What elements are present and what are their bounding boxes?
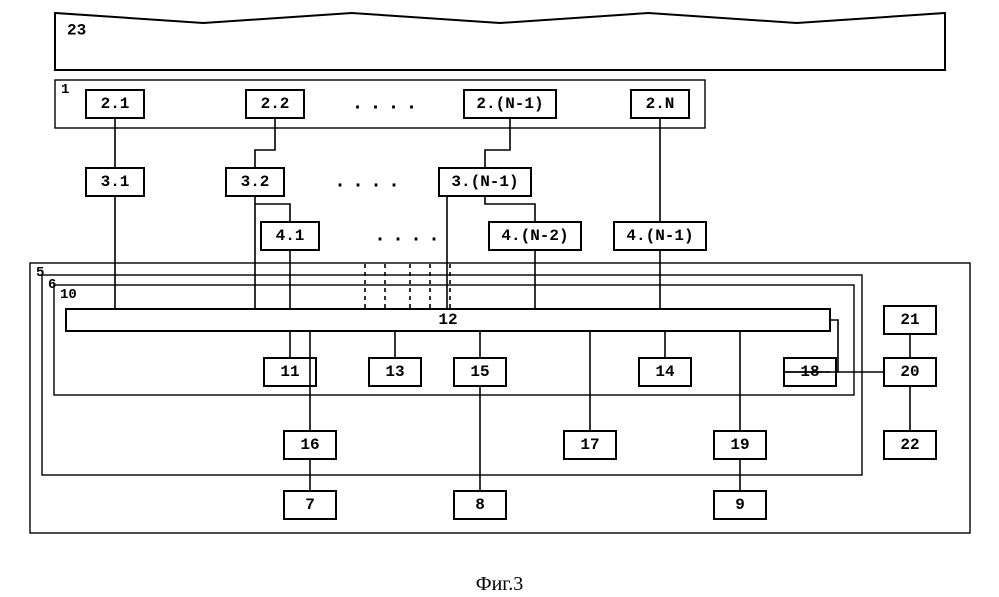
figure-caption: Фиг.3 <box>0 573 999 596</box>
node-11-label: 11 <box>280 363 299 381</box>
node-19-label: 19 <box>730 436 749 454</box>
node-4.(N-2)-label: 4.(N-2) <box>501 227 568 245</box>
node-21-label: 21 <box>900 311 919 329</box>
node-14-label: 14 <box>655 363 675 381</box>
node-3.2-label: 3.2 <box>241 173 270 191</box>
frame-10-label: 10 <box>60 287 77 303</box>
frame-5-label: 5 <box>36 265 44 281</box>
node-2.1-label: 2.1 <box>101 95 130 113</box>
bus-23-label: 23 <box>67 21 86 39</box>
node-22-label: 22 <box>900 436 919 454</box>
node-16-label: 16 <box>300 436 319 454</box>
node-13-label: 13 <box>385 363 404 381</box>
ellipsis: .... <box>334 171 406 194</box>
connector <box>255 204 290 222</box>
node-20-label: 20 <box>900 363 919 381</box>
node-4.1-label: 4.1 <box>276 227 305 245</box>
node-15-label: 15 <box>470 363 489 381</box>
node-12-label: 12 <box>438 311 457 329</box>
ellipsis: .... <box>374 225 446 248</box>
connector <box>485 196 535 222</box>
node-17-label: 17 <box>580 436 599 454</box>
ellipsis: .... <box>351 93 423 116</box>
connector <box>255 118 275 168</box>
node-7-label: 7 <box>305 496 315 514</box>
node-2.(N-1)-label: 2.(N-1) <box>476 95 543 113</box>
node-4.(N-1)-label: 4.(N-1) <box>626 227 693 245</box>
node-2.2-label: 2.2 <box>261 95 290 113</box>
bus-23 <box>55 13 945 70</box>
node-8-label: 8 <box>475 496 485 514</box>
connector <box>485 118 510 168</box>
frame-1-label: 1 <box>61 82 69 98</box>
node-3.(N-1)-label: 3.(N-1) <box>451 173 518 191</box>
node-9-label: 9 <box>735 496 745 514</box>
node-2.N-label: 2.N <box>646 95 675 113</box>
node-3.1-label: 3.1 <box>101 173 130 191</box>
